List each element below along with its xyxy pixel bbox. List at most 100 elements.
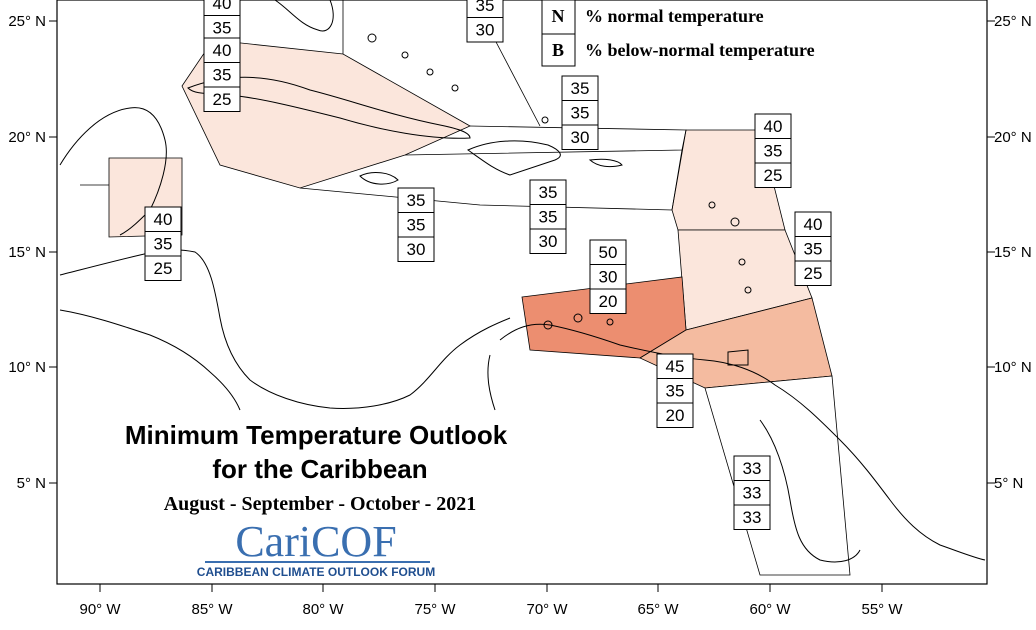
region-border-bahamas-east [494,39,541,127]
probability-value: 35 [213,19,232,38]
lon-tick-label: 55° W [861,601,903,618]
lat-tick-label-right: 15° N [994,244,1032,261]
lat-tick-label-right: 10° N [994,359,1032,376]
lat-tick-label-left: 15° N [8,244,46,261]
logo-name: CariCOF [235,517,396,566]
probability-cell [589,239,627,265]
probability-box: 35 35 30 [397,187,435,262]
probability-value: 33 [743,459,762,478]
probability-cell [529,204,567,230]
lat-tick-label-left: 25° N [8,13,46,30]
probability-cell [733,504,771,530]
probability-value: 40 [213,41,232,60]
probability-value: 35 [539,183,558,202]
probability-value: 35 [476,0,495,15]
probability-value: 30 [407,240,426,259]
probability-value: 40 [804,215,823,234]
lat-tick-label-right: 25° N [994,13,1032,30]
probability-value: 45 [666,357,685,376]
lon-tick-label: 90° W [79,601,121,618]
probability-cell [754,162,792,188]
probability-cell [203,62,241,88]
probability-value: 25 [154,259,173,278]
lon-tick-label: 65° W [637,601,679,618]
probability-box: 45 35 20 [656,353,694,428]
probability-value: 30 [539,232,558,251]
probability-value: 33 [743,484,762,503]
probability-value: 35 [764,142,783,161]
island-bahamas-1 [367,33,377,43]
lon-tick-label: 75° W [414,601,456,618]
probability-cell [397,236,435,262]
lat-tick-label-right: 20° N [994,129,1032,146]
coastline-puerto-rico [588,158,623,168]
island-aruba [543,320,553,330]
lat-tick-label-right: 5° N [994,475,1023,492]
logo-subtitle: CARIBBEAN CLIMATE OUTLOOK FORUM [197,565,435,579]
lon-tick-label: 85° W [191,601,233,618]
coastline-florida [274,0,334,32]
probability-value: 35 [571,79,590,98]
probability-value: 30 [476,21,495,40]
probability-box: 33 33 33 [733,455,771,530]
probability-value: 25 [764,166,783,185]
coastline-jamaica [359,172,399,185]
probability-cell [529,228,567,254]
probability-cell [589,288,627,314]
probability-cell [561,124,599,150]
probability-cell [529,179,567,205]
probability-value: 30 [571,128,590,147]
legend: N % normal temperature B % below-normal … [541,0,815,67]
caricof-logo: CariCOF CARIBBEAN CLIMATE OUTLOOK FORUM [197,517,435,579]
island-trinidad [727,349,749,366]
legend-key-box-normal [541,0,576,35]
probability-box: 40 35 25 [203,37,241,112]
probability-value: 33 [743,508,762,527]
region-border-jamaica [299,149,683,211]
lat-tick-label-left: 5° N [17,475,46,492]
probability-cell [144,231,182,257]
legend-key-normal: N [552,6,565,26]
probability-value: 40 [213,0,232,13]
island-bahamas-4 [451,84,459,92]
probability-cell [144,255,182,281]
probability-box: 40 35 25 [794,211,832,286]
islands [367,33,752,366]
probability-value: 30 [599,268,618,287]
probability-value: 35 [154,235,173,254]
probability-cell [561,75,599,101]
probability-boxes: 4035253530403525403525353530353530353530… [144,0,832,530]
probability-cell [656,402,694,428]
legend-label-below: % below-normal temperature [585,40,815,60]
legend-label-normal: % normal temperature [585,6,764,26]
lat-tick-label-left: 20° N [8,129,46,146]
probability-cell [144,206,182,232]
title-period: August - September - October - 2021 [164,493,477,515]
legend-key-below: B [552,40,564,60]
probability-box: 50 30 20 [589,239,627,314]
probability-box: 40 35 25 [754,113,792,188]
probability-cell [561,100,599,126]
probability-cell [656,353,694,379]
probability-cell [733,455,771,481]
probability-cell [754,138,792,164]
island-turks [541,116,549,124]
probability-value: 20 [666,406,685,425]
probability-value: 35 [571,104,590,123]
coastline-guianas [759,419,861,563]
island-curacao [573,313,583,323]
probability-value: 35 [407,216,426,235]
lon-tick-label: 70° W [526,601,568,618]
probability-cell [794,260,832,286]
island-leeward-1 [708,201,716,209]
probability-cell [466,17,504,43]
probability-value: 35 [539,208,558,227]
probability-value: 35 [407,191,426,210]
probability-box: 35 35 30 [529,179,567,254]
probability-value: 20 [599,292,618,311]
probability-cell [733,480,771,506]
probability-cell [754,113,792,139]
probability-value: 50 [599,243,618,262]
coastline-south-interior [487,354,496,411]
